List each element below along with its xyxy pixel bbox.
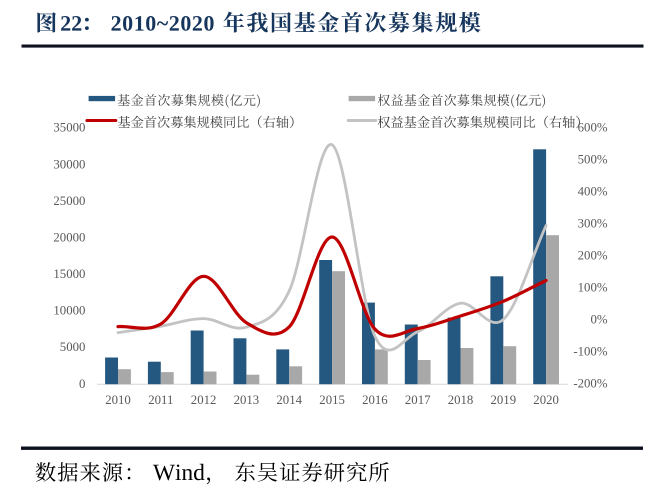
svg-text:25000: 25000 (53, 194, 85, 208)
svg-text:10000: 10000 (53, 304, 85, 318)
svg-text:2019: 2019 (491, 393, 517, 407)
svg-text:2010: 2010 (105, 393, 131, 407)
svg-text:2018: 2018 (448, 393, 474, 407)
svg-text:0: 0 (79, 377, 85, 391)
svg-text:2015: 2015 (319, 393, 345, 407)
svg-text:-100%: -100% (573, 345, 607, 359)
svg-text:2011: 2011 (148, 393, 173, 407)
svg-text:2017: 2017 (405, 393, 431, 407)
svg-text:200%: 200% (578, 249, 608, 263)
svg-text:2014: 2014 (276, 393, 302, 407)
svg-text:2012: 2012 (191, 393, 217, 407)
svg-text:-200%: -200% (573, 377, 607, 391)
svg-text:600%: 600% (578, 121, 608, 135)
svg-text:400%: 400% (578, 185, 608, 199)
svg-text:0%: 0% (590, 313, 607, 327)
svg-text:5000: 5000 (60, 340, 86, 354)
svg-text:35000: 35000 (53, 121, 85, 135)
svg-text:300%: 300% (578, 217, 608, 231)
svg-text:30000: 30000 (53, 157, 85, 171)
svg-text:2016: 2016 (362, 393, 388, 407)
svg-text:2013: 2013 (234, 393, 260, 407)
svg-text:20000: 20000 (53, 231, 85, 245)
svg-text:500%: 500% (578, 153, 608, 167)
svg-text:15000: 15000 (53, 267, 85, 281)
svg-text:2020: 2020 (533, 393, 559, 407)
svg-text:100%: 100% (578, 281, 608, 295)
